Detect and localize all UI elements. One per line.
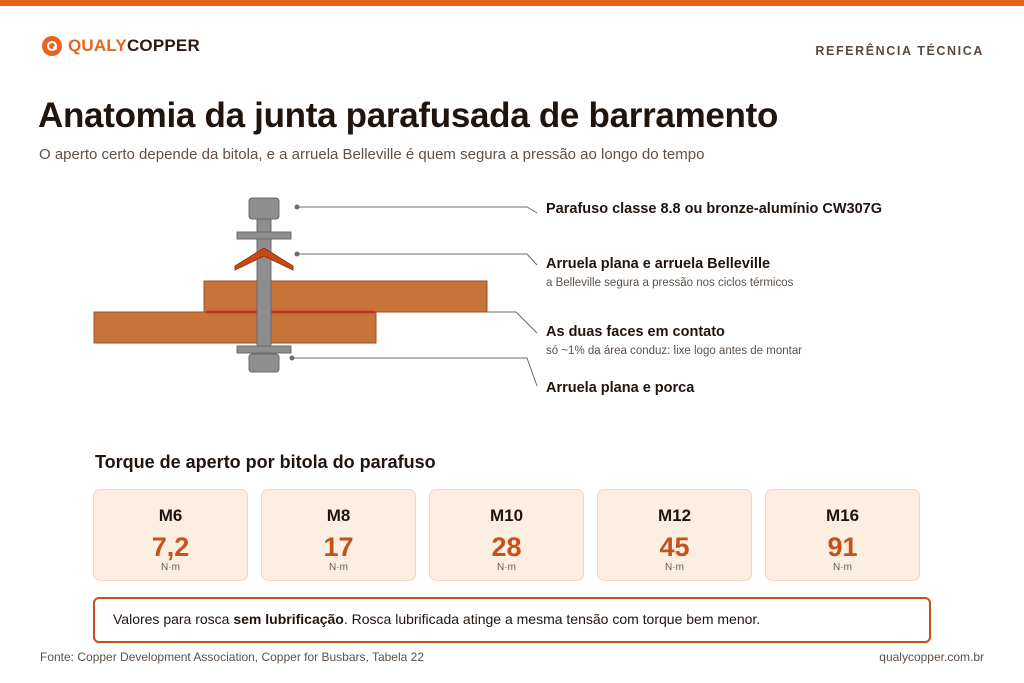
footer-url-link[interactable]: qualycopper.com.br	[879, 650, 984, 664]
callout-contact-note: só ~1% da área conduz: lixe logo antes d…	[546, 345, 803, 357]
leader-dot-nut	[289, 355, 295, 361]
callout-contact-title: As duas faces em contato	[546, 324, 725, 340]
torque-card-value: 45	[659, 532, 690, 562]
brand-name: QUALYCOPPER	[68, 36, 200, 56]
callout-washers-note: a Belleville segura a pressão nos ciclos…	[546, 277, 794, 289]
torque-cards: M6 7,2 N·m M8 17 N·m M10 28 N·m M12 45 N…	[93, 489, 920, 581]
torque-card-size: M8	[326, 506, 351, 525]
torque-card-m8: M8 17 N·m	[261, 489, 416, 581]
upper-busbar	[203, 280, 488, 313]
bolted-joint-diagram: Parafuso classe 8.8 ou bronze-alumínio C…	[0, 180, 1024, 420]
torque-section-title: Torque de aperto por bitola do parafuso	[95, 452, 436, 472]
leader-dot-washers	[294, 251, 300, 257]
callout-nut: Arruela plana e porca	[546, 380, 694, 396]
top-accent-bar	[0, 0, 1024, 6]
torque-card-value: 91	[827, 532, 858, 562]
joint-illustration	[93, 197, 538, 387]
top-flat-washer	[236, 231, 292, 240]
torque-card-unit: N·m	[497, 562, 516, 573]
page-title: Anatomia da junta parafusada de barramen…	[38, 96, 779, 135]
callout-contact: As duas faces em contato só ~1% da área …	[546, 324, 802, 357]
callout-bolt-title: Parafuso classe 8.8 ou bronze-alumínio C…	[546, 201, 883, 217]
torque-card-size: M12	[657, 506, 692, 525]
bottom-flat-washer	[236, 345, 292, 354]
header-kicker: REFERÊNCIA TÉCNICA	[815, 44, 984, 58]
bolt-head	[248, 197, 280, 220]
torque-card-value: 7,2	[151, 532, 190, 562]
note-text-before: Valores para rosca	[113, 611, 234, 627]
torque-card-m12: M12 45 N·m	[597, 489, 752, 581]
torque-card-m16: M16 91 N·m	[765, 489, 920, 581]
torque-card-value: 28	[491, 532, 522, 562]
brand-name-part1: QUALY	[68, 36, 127, 55]
footer-source: Fonte: Copper Development Association, C…	[40, 650, 424, 664]
callout-nut-title: Arruela plana e porca	[546, 380, 695, 396]
torque-card-unit: N·m	[665, 562, 684, 573]
torque-card-unit: N·m	[833, 562, 852, 573]
note-text-after: . Rosca lubrificada atinge a mesma tensã…	[343, 611, 761, 627]
page-subtitle: O aperto certo depende da bitola, e a ar…	[39, 146, 705, 163]
note-text-bold: sem lubrificação	[233, 611, 344, 627]
torque-card-unit: N·m	[161, 562, 180, 573]
callout-washers-title: Arruela plana e arruela Belleville	[546, 256, 771, 272]
torque-card-unit: N·m	[329, 562, 348, 573]
leader-dot-bolt	[294, 204, 300, 210]
lubrication-note: Valores para rosca sem lubrificação. Ros…	[93, 597, 931, 643]
leader-line-washers	[297, 253, 538, 266]
nut	[248, 353, 280, 373]
lower-busbar	[93, 311, 377, 344]
belleville-washer	[234, 247, 294, 271]
brand-name-part2: COPPER	[126, 36, 200, 55]
leader-line-nut	[292, 357, 538, 387]
torque-card-size: M10	[489, 506, 524, 525]
torque-card-m10: M10 28 N·m	[429, 489, 584, 581]
callout-bolt: Parafuso classe 8.8 ou bronze-alumínio C…	[546, 201, 882, 217]
callout-washers: Arruela plana e arruela Belleville a Bel…	[546, 256, 793, 289]
torque-card-m6: M6 7,2 N·m	[93, 489, 248, 581]
torque-card-size: M16	[825, 506, 860, 525]
torque-card-size: M6	[158, 506, 183, 525]
brand-logo[interactable]: QUALYCOPPER	[42, 36, 200, 56]
torque-card-value: 17	[323, 532, 354, 562]
qualycopper-logo-icon	[42, 36, 62, 56]
leader-line-bolt	[297, 206, 538, 214]
